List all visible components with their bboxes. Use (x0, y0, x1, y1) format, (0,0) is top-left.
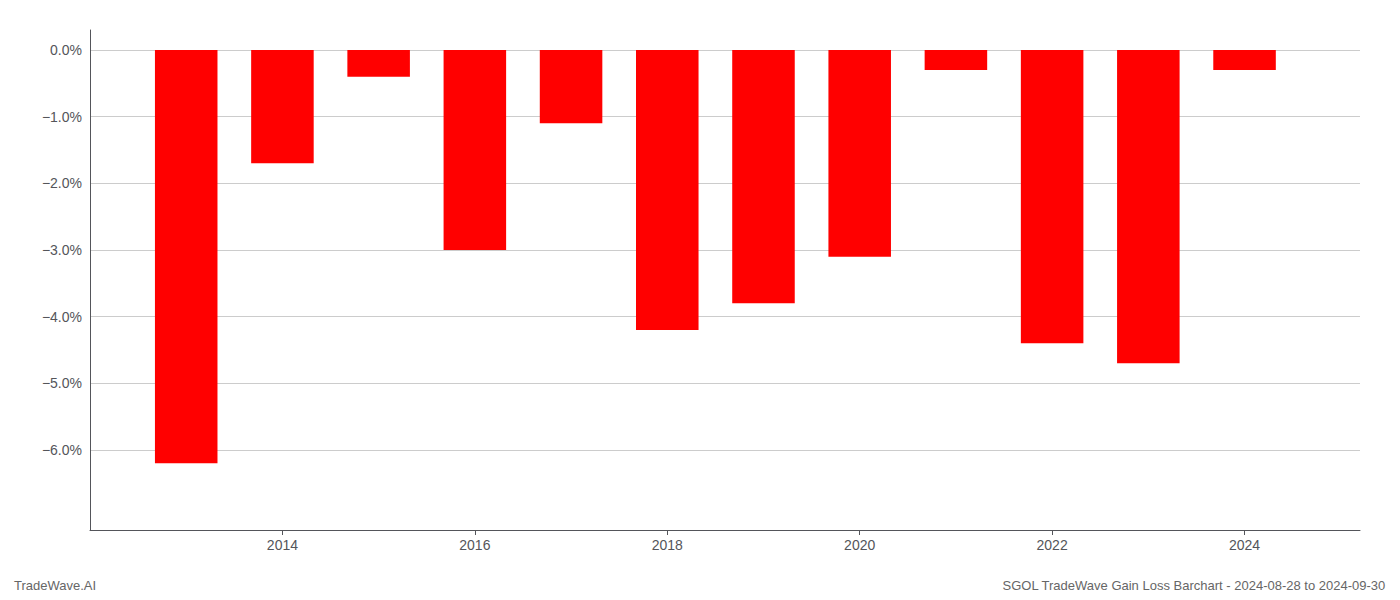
svg-text:0.0%: 0.0% (50, 42, 82, 58)
svg-text:−2.0%: −2.0% (42, 175, 82, 191)
svg-text:−5.0%: −5.0% (42, 375, 82, 391)
svg-text:−1.0%: −1.0% (42, 109, 82, 125)
svg-text:2022: 2022 (1037, 537, 1068, 553)
svg-text:2020: 2020 (844, 537, 875, 553)
svg-text:2014: 2014 (267, 537, 298, 553)
svg-text:−4.0%: −4.0% (42, 309, 82, 325)
svg-text:−6.0%: −6.0% (42, 442, 82, 458)
svg-text:−3.0%: −3.0% (42, 242, 82, 258)
svg-text:TradeWave.AI: TradeWave.AI (14, 578, 96, 593)
svg-text:2016: 2016 (459, 537, 490, 553)
svg-text:SGOL TradeWave Gain Loss Barch: SGOL TradeWave Gain Loss Barchart - 2024… (1003, 578, 1386, 593)
svg-text:2024: 2024 (1229, 537, 1260, 553)
svg-text:2018: 2018 (652, 537, 683, 553)
